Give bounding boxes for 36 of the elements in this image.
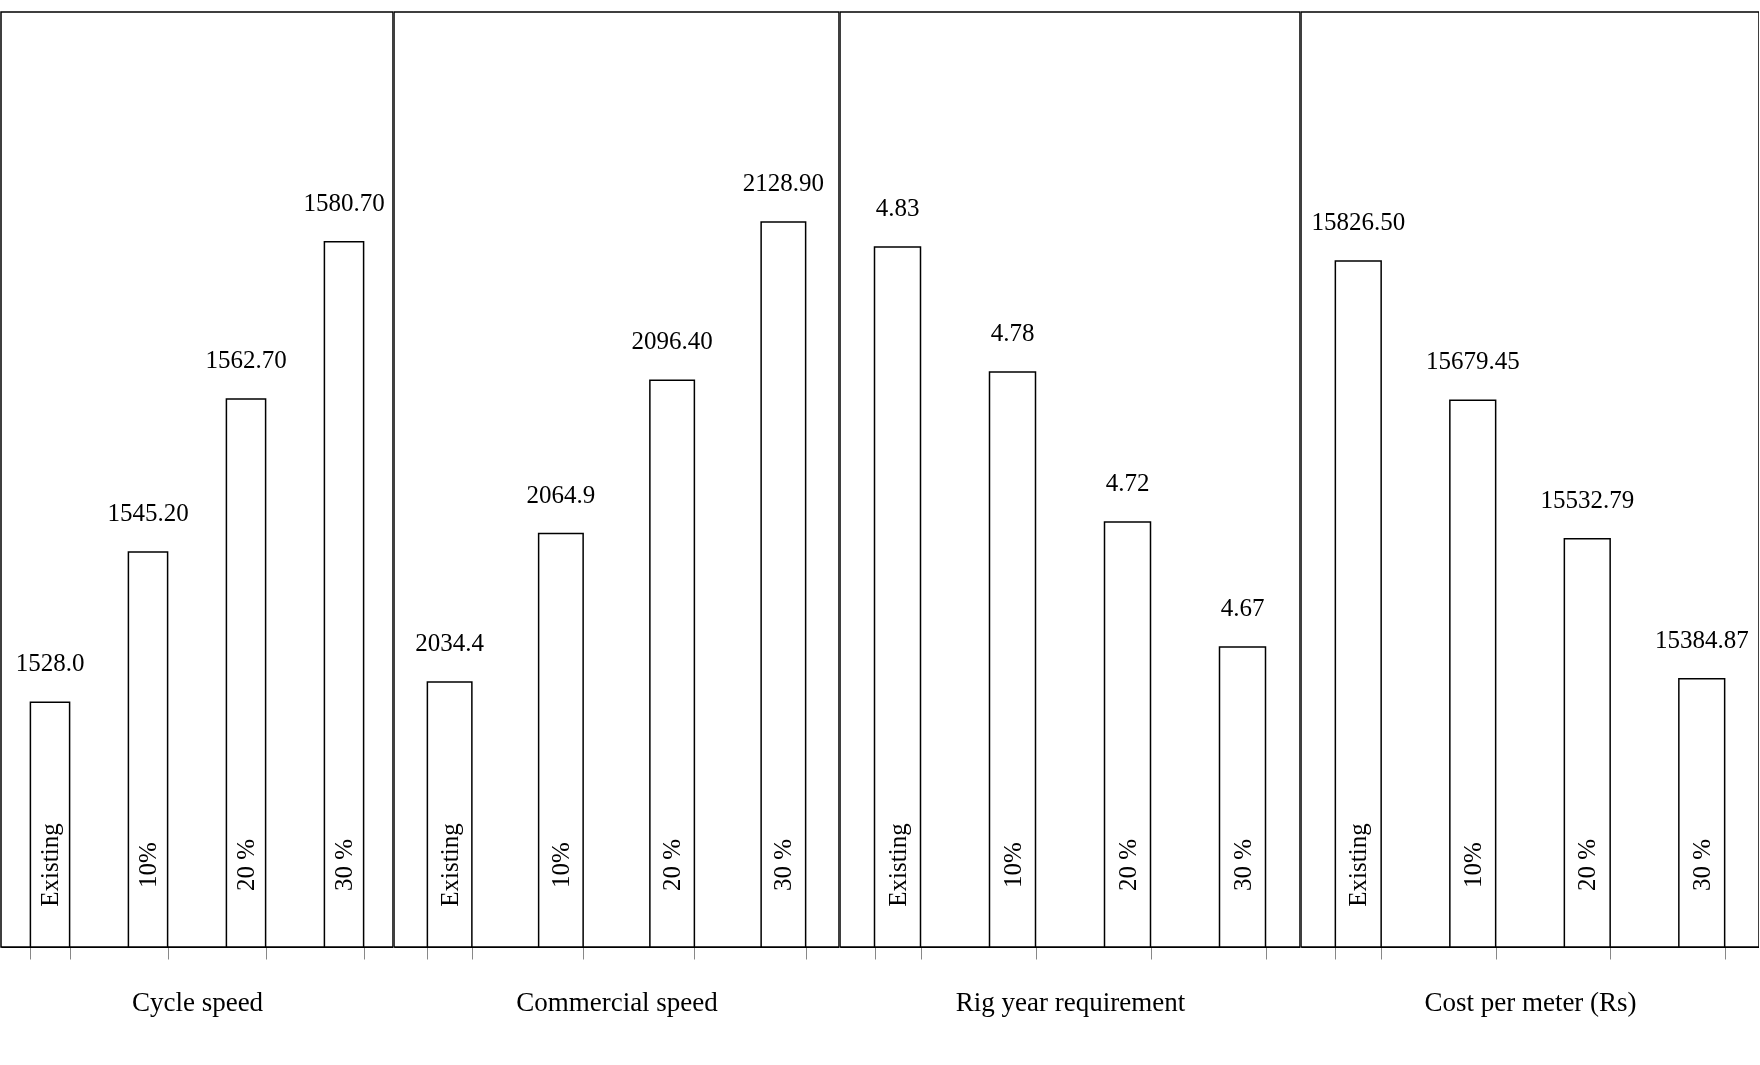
- x-tick-label: 20 %: [1573, 838, 1601, 892]
- data-label: 2096.40: [631, 327, 713, 355]
- data-label: 2034.4: [415, 629, 485, 657]
- data-label: 15679.45: [1425, 347, 1520, 375]
- x-tick-label: 20 %: [658, 838, 686, 892]
- x-tick-label: 30 %: [1228, 838, 1256, 892]
- data-label: 15826.50: [1311, 208, 1406, 236]
- data-label: 4.72: [1105, 469, 1150, 496]
- x-tick-label: Existing: [435, 822, 463, 907]
- data-label: 1528.0: [15, 649, 85, 677]
- x-axis-title: Cycle speed: [131, 987, 264, 1017]
- x-tick-label: 30 %: [1687, 838, 1715, 892]
- x-tick-label: Existing: [36, 822, 63, 907]
- data-label: 4.67: [1220, 594, 1265, 621]
- x-tick-label: 30 %: [330, 838, 357, 892]
- x-tick-label: Existing: [883, 822, 911, 907]
- data-label: 1545.20: [107, 499, 189, 527]
- data-label: 4.83: [875, 194, 920, 221]
- x-tick-label: 10%: [1458, 842, 1486, 888]
- data-label: 1580.70: [303, 188, 385, 216]
- data-label: 15384.87: [1654, 625, 1749, 653]
- x-axis-title: Rig year requirement: [955, 987, 1186, 1017]
- data-label: 2064.9: [526, 480, 596, 508]
- x-tick-label: 10%: [134, 842, 161, 888]
- x-tick-label: 20 %: [1113, 838, 1141, 892]
- x-tick-label: 30 %: [769, 838, 797, 892]
- x-tick-label: 20 %: [232, 838, 259, 892]
- data-label: 1562.70: [205, 346, 287, 374]
- x-tick-label: 10%: [998, 842, 1026, 888]
- data-label: 4.78: [990, 319, 1035, 346]
- data-label: 15532.79: [1540, 485, 1635, 513]
- data-label: 2128.90: [742, 168, 824, 196]
- x-tick-label: Existing: [1344, 822, 1372, 907]
- x-axis-title: Cost per meter (Rs): [1424, 987, 1637, 1017]
- x-tick-label: 10%: [546, 842, 574, 888]
- x-axis-title: Commercial speed: [516, 987, 719, 1017]
